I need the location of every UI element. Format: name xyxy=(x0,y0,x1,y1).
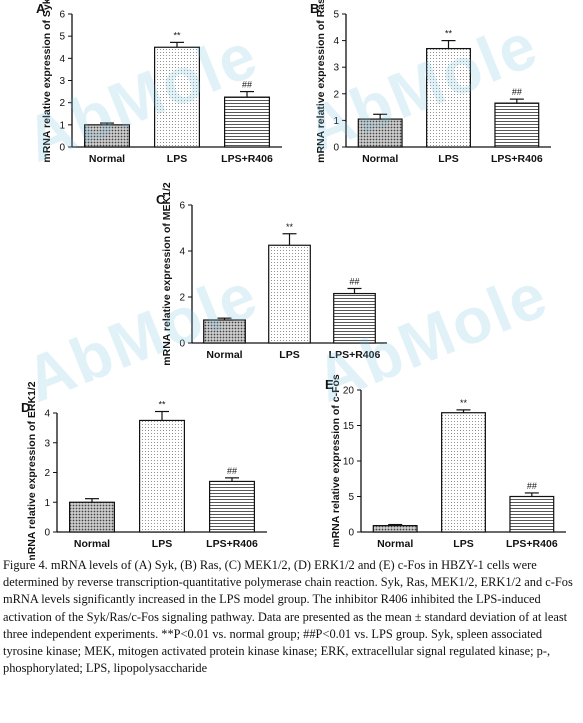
y-tick-label: 0 xyxy=(59,143,65,154)
y-tick-label: 1 xyxy=(333,116,339,127)
panel-letter: A xyxy=(36,1,46,16)
bar xyxy=(83,124,130,148)
y-tick-label: 5 xyxy=(59,32,65,43)
y-tick-label: 3 xyxy=(333,63,339,74)
y-tick-label: 2 xyxy=(44,468,50,479)
bar xyxy=(224,96,271,148)
y-tick-label: 4 xyxy=(179,247,185,258)
significance-marker: ** xyxy=(286,222,294,232)
category-label: Normal xyxy=(206,349,242,361)
y-tick-label: 20 xyxy=(343,386,355,397)
bar xyxy=(357,118,403,148)
bar xyxy=(372,525,418,533)
significance-marker: ## xyxy=(227,466,237,476)
bar xyxy=(203,319,246,344)
panel-letter: D xyxy=(21,400,30,415)
significance-marker: ** xyxy=(460,398,468,408)
significance-marker: ** xyxy=(445,29,453,39)
significance-marker: ** xyxy=(173,30,181,40)
significance-marker: ## xyxy=(512,87,522,97)
y-tick-label: 1 xyxy=(59,120,65,131)
category-label: LPS+R406 xyxy=(329,349,381,361)
y-tick-label: 5 xyxy=(348,492,354,503)
y-tick-label: 15 xyxy=(343,421,355,432)
y-tick-label: 0 xyxy=(179,339,185,350)
panel-letter: C xyxy=(156,192,166,207)
y-axis-label: mRNA relative expression of c-Fos xyxy=(330,374,342,548)
category-label: LPS xyxy=(167,153,187,165)
category-label: LPS xyxy=(453,538,473,550)
y-tick-label: 2 xyxy=(179,293,185,304)
y-tick-label: 10 xyxy=(343,457,355,468)
y-tick-label: 4 xyxy=(59,54,65,65)
y-tick-label: 3 xyxy=(59,76,65,87)
y-tick-label: 5 xyxy=(333,10,339,21)
y-tick-label: 1 xyxy=(44,498,50,509)
category-label: LPS xyxy=(279,349,299,361)
y-tick-label: 2 xyxy=(333,89,339,100)
category-label: LPS+R406 xyxy=(221,153,273,165)
y-tick-label: 2 xyxy=(59,98,65,109)
category-label: Normal xyxy=(74,538,110,550)
category-label: LPS+R406 xyxy=(206,538,258,550)
significance-marker: ## xyxy=(527,481,537,491)
bar xyxy=(333,292,376,344)
bar xyxy=(154,46,201,148)
category-label: LPS+R406 xyxy=(506,538,558,550)
y-axis-label: mRNA relative expression of Ras xyxy=(315,0,327,163)
figure-caption: Figure 4. mRNA levels of (A) Syk, (B) Ra… xyxy=(3,558,573,676)
y-tick-label: 0 xyxy=(348,528,354,539)
category-label: LPS xyxy=(152,538,172,550)
y-tick-label: 0 xyxy=(333,143,339,154)
y-tick-label: 6 xyxy=(59,10,65,21)
panel-letter: E xyxy=(325,377,334,392)
y-tick-label: 6 xyxy=(179,201,185,212)
bar xyxy=(509,495,555,533)
y-tick-label: 4 xyxy=(333,36,339,47)
bar xyxy=(68,501,115,533)
y-tick-label: 4 xyxy=(44,409,50,420)
bar-charts: A 0 1 2 3 4 5 6 mRNA relative expression of Syk N… xyxy=(21,0,566,564)
y-tick-label: 0 xyxy=(44,528,50,539)
significance-marker: ## xyxy=(349,276,359,286)
category-label: Normal xyxy=(89,153,125,165)
significance-marker: ** xyxy=(158,400,166,410)
category-label: Normal xyxy=(362,153,398,165)
bar xyxy=(426,47,471,148)
category-label: LPS xyxy=(438,153,458,165)
bar xyxy=(209,480,256,533)
bar xyxy=(268,244,311,344)
y-tick-label: 3 xyxy=(44,438,50,449)
y-axis-label: mRNA relative expression of MEK1/2 xyxy=(161,182,173,366)
figure-panels: AbMole AbMole AbMole AbMole A 0 1 2 3 4 5 6 mRNA… xyxy=(15,0,566,564)
y-axis-label: mRNA relative expression of ERK1/2 xyxy=(26,381,38,560)
bar xyxy=(441,412,486,533)
bar xyxy=(139,419,186,533)
significance-marker: ## xyxy=(242,80,252,90)
category-label: Normal xyxy=(377,538,413,550)
panel-letter: B xyxy=(310,1,319,16)
bar xyxy=(494,102,540,148)
y-axis-label: mRNA relative expression of Syk xyxy=(41,0,53,163)
category-label: LPS+R406 xyxy=(491,153,543,165)
